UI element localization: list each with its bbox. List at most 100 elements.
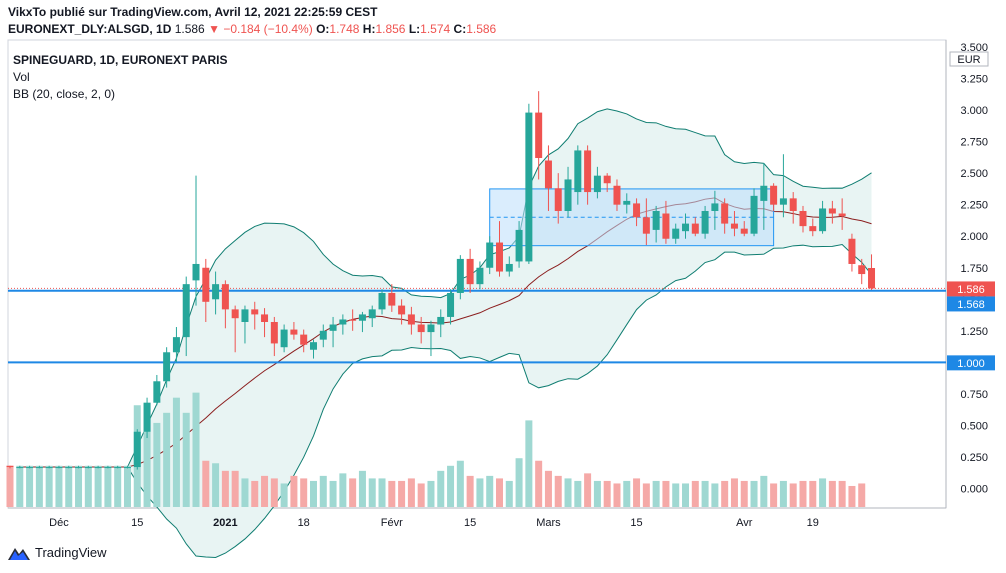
candle-body (114, 467, 122, 469)
volume-bar (26, 465, 34, 507)
volume-bar (809, 480, 817, 507)
y-tick-label: 1.250 (960, 326, 988, 338)
candle-body (760, 185, 768, 201)
x-tick-label: 15 (630, 517, 642, 529)
volume-bar (202, 460, 210, 507)
volume-bar (799, 480, 807, 507)
high-label: H: (362, 22, 376, 36)
x-tick-label: 2021 (213, 517, 237, 529)
candle-body (84, 467, 92, 469)
volume-bar (358, 470, 366, 507)
candle-body (574, 150, 582, 193)
candle-body (789, 198, 797, 211)
y-tick-label: 3.500 (960, 42, 988, 54)
last-price: 1.586 (174, 22, 205, 36)
volume-bar (476, 478, 484, 507)
x-tick-label: 18 (298, 517, 310, 529)
candle-body (6, 465, 14, 468)
candle-body (133, 431, 141, 468)
candle-body (163, 352, 171, 382)
x-tick-label: Déc (49, 517, 69, 529)
y-tick-label: 0.500 (960, 420, 988, 432)
price-label-bg (947, 355, 995, 371)
volume-bar (691, 480, 699, 507)
candle-body (564, 179, 572, 211)
candle-body (241, 309, 249, 322)
volume-bar (378, 478, 386, 507)
volume-bar (789, 483, 797, 507)
currency-badge (949, 51, 989, 67)
volume-bar (163, 412, 171, 507)
high-value: 1.856 (375, 22, 406, 36)
legend-bollinger[interactable]: BB (20, close, 2, 0) (13, 87, 116, 101)
candle-body (838, 213, 846, 217)
volume-bar (662, 480, 670, 507)
x-tick-label: Avr (736, 517, 753, 529)
volume-bar (407, 478, 415, 507)
open-label: O: (316, 22, 330, 36)
volume-bar (828, 480, 836, 507)
low-value: 1.574 (420, 22, 451, 36)
volume-bar (153, 422, 161, 507)
volume-bar (456, 460, 464, 507)
candle-body (799, 210, 807, 227)
volume-bar (221, 470, 229, 507)
y-tick-label: 3.000 (960, 105, 988, 117)
price-label: 1.000 (957, 358, 985, 370)
volume-bar (231, 470, 239, 507)
volume-bar (104, 465, 112, 507)
candle-body (682, 223, 690, 232)
candle-body (221, 284, 229, 310)
volume-bar (35, 465, 43, 507)
candle-body (378, 292, 386, 310)
price-label: 1.586 (957, 284, 985, 296)
author-line: VikxTo publié sur TradingView.com, Avril… (8, 5, 377, 19)
volume-bar (437, 470, 445, 507)
price-label: 1.568 (957, 299, 985, 311)
candle-body (730, 223, 738, 229)
y-tick-label: 2.500 (960, 168, 988, 180)
y-tick-label: 2.750 (960, 137, 988, 149)
volume-bar (496, 478, 503, 507)
x-tick-label: Févr (381, 517, 403, 529)
candle-body (349, 319, 357, 321)
volume-bar (505, 480, 513, 507)
volume-bar (486, 475, 494, 507)
legend-volume[interactable]: Vol (13, 70, 30, 84)
volume-bar (554, 475, 562, 507)
candle-body (123, 467, 131, 469)
candle-body (584, 150, 592, 193)
candle-body (456, 258, 464, 293)
volume-bar (212, 463, 220, 507)
volume-bar (290, 475, 298, 507)
y-tick-label: 2.250 (960, 200, 988, 212)
volume-bar (682, 483, 690, 507)
candle-body (691, 223, 699, 234)
candle-body (770, 185, 778, 205)
volume-bar (329, 480, 337, 507)
volume-bar (6, 465, 14, 507)
volume-bar (858, 483, 866, 507)
volume-bar (300, 478, 308, 507)
volume-bar (760, 475, 768, 507)
candle-body (75, 467, 83, 469)
volume-bar (633, 478, 641, 507)
candle-body (407, 314, 415, 325)
candle-body (251, 309, 259, 315)
tradingview-footer[interactable]: TradingView (8, 545, 107, 560)
candle-body (368, 309, 376, 319)
legend-title[interactable]: SPINEGUARD, 1D, EURONEXT PARIS (13, 53, 228, 67)
volume-bar (123, 465, 131, 507)
x-tick-label: 15 (131, 517, 143, 529)
volume-bar (16, 465, 24, 507)
volume-bar (241, 478, 249, 507)
volume-bar (652, 480, 660, 507)
candle-body (45, 467, 53, 469)
candle-body (182, 284, 190, 338)
candle-body (613, 185, 621, 205)
volume-bar (114, 465, 122, 507)
symbol-text: EURONEXT_DLY:ALSGD, 1D (8, 22, 172, 36)
volume-bar (623, 480, 631, 507)
